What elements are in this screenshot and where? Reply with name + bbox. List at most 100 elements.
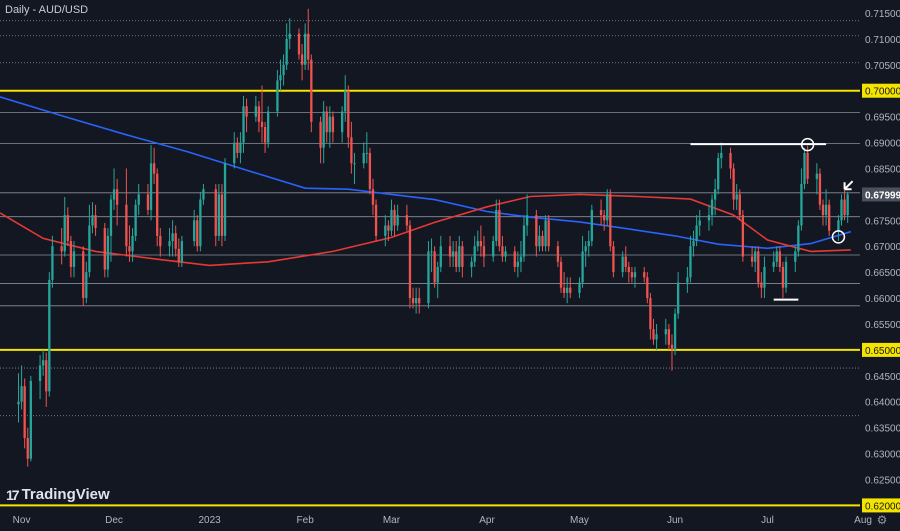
candle-body	[784, 261, 788, 288]
price-tick-label: 0.69500	[865, 113, 900, 124]
candle-body	[331, 116, 335, 133]
candle-body	[368, 152, 372, 190]
key-level-label-box	[862, 83, 900, 98]
candle-body	[233, 142, 236, 164]
candle-body	[408, 225, 412, 299]
candle-body	[815, 173, 819, 179]
candle-body	[436, 266, 439, 283]
candle-body	[72, 251, 76, 267]
price-tick-label: 0.62500	[865, 475, 900, 486]
candle-body	[513, 251, 516, 267]
candle-body	[45, 360, 48, 392]
candle-body	[405, 215, 409, 226]
candle-body	[803, 152, 806, 185]
candle-body	[168, 241, 171, 247]
candle-body	[667, 329, 671, 345]
candle-body	[347, 90, 350, 138]
candle-body	[202, 189, 205, 200]
current-price-label: 0.67999	[865, 190, 900, 201]
candle-body	[643, 272, 646, 278]
candle-body	[492, 241, 495, 257]
horizontal-levels	[0, 20, 860, 507]
candle-body	[624, 256, 627, 267]
candle-body	[328, 116, 331, 133]
candle-body	[587, 241, 590, 247]
candle-body	[476, 241, 479, 247]
candle-body	[152, 163, 156, 174]
candle-body	[806, 152, 809, 179]
candle-body	[738, 194, 741, 216]
candle-body	[51, 246, 54, 280]
logo-text: TradingView	[21, 486, 110, 503]
candle-body	[846, 194, 849, 216]
price-tick-label: 0.70500	[865, 61, 900, 72]
candle-body	[516, 261, 520, 267]
candle-body	[772, 261, 775, 267]
price-tick-label: 0.65000	[865, 346, 900, 357]
candle-body	[387, 225, 390, 231]
candle-body	[41, 360, 45, 366]
price-tick-label: 0.63500	[865, 424, 900, 435]
time-tick-label: 2023	[198, 515, 221, 526]
price-tick-label: 0.64000	[865, 398, 900, 409]
time-tick-label: May	[570, 515, 589, 526]
candle-body	[134, 204, 137, 236]
candle-body	[676, 282, 680, 314]
gear-icon[interactable]: ⚙	[876, 513, 888, 527]
candle-body	[538, 235, 541, 247]
price-tick-label: 0.67000	[865, 242, 900, 253]
candle-body	[60, 246, 63, 252]
candle-body	[840, 199, 843, 221]
candle-body	[461, 246, 464, 267]
circle-marker	[800, 137, 815, 152]
candle-body	[775, 251, 778, 262]
candle-body	[760, 282, 763, 288]
candle-body	[448, 246, 452, 257]
candle-body	[603, 215, 606, 221]
time-tick-label: Dec	[105, 515, 123, 526]
candle-body	[300, 54, 304, 65]
candle-body	[828, 204, 831, 231]
candle-body	[384, 225, 387, 236]
candle-body	[501, 246, 504, 257]
candle-body	[498, 209, 501, 247]
candle-body	[115, 189, 119, 205]
candle-body	[544, 220, 547, 247]
candle-body	[254, 106, 257, 117]
candle-body	[267, 111, 270, 143]
arrow-marker	[843, 180, 854, 191]
candle-body	[590, 209, 593, 242]
candle-body	[220, 194, 224, 236]
candle-body	[692, 241, 695, 247]
candle-body	[707, 215, 711, 221]
candle-body	[88, 225, 91, 273]
candle-body	[245, 106, 248, 117]
candle-body	[146, 194, 150, 210]
candle-body	[418, 298, 421, 304]
candle-body	[541, 235, 544, 247]
price-axis[interactable]: 0.71500 0.71000 0.70500 0.70000 0.69500 0.690…	[862, 9, 900, 513]
price-tick-label: 0.68500	[865, 164, 900, 175]
candle-body	[223, 163, 227, 236]
candle-body	[837, 220, 840, 231]
candle-body	[717, 158, 720, 190]
candle-body	[29, 381, 32, 459]
time-tick-label: Apr	[479, 515, 495, 526]
candle-body	[322, 111, 325, 148]
candle-body	[276, 80, 279, 112]
price-tick-label: 0.66000	[865, 294, 900, 305]
candle-body	[94, 215, 97, 229]
candle-body	[362, 152, 365, 164]
candle-body	[556, 246, 560, 262]
candle-body	[112, 189, 116, 200]
candle-body	[458, 246, 461, 267]
price-tick-label: 0.63000	[865, 450, 900, 461]
candle-body	[260, 121, 264, 127]
price-tick-label: 0.65500	[865, 320, 900, 331]
candle-body	[82, 251, 85, 299]
time-axis[interactable]: Nov Dec 2023 Feb Mar Apr May Jun Jul Aug	[13, 515, 872, 526]
candle-body	[686, 277, 689, 283]
candle-body	[177, 248, 180, 262]
candle-body	[646, 277, 649, 299]
